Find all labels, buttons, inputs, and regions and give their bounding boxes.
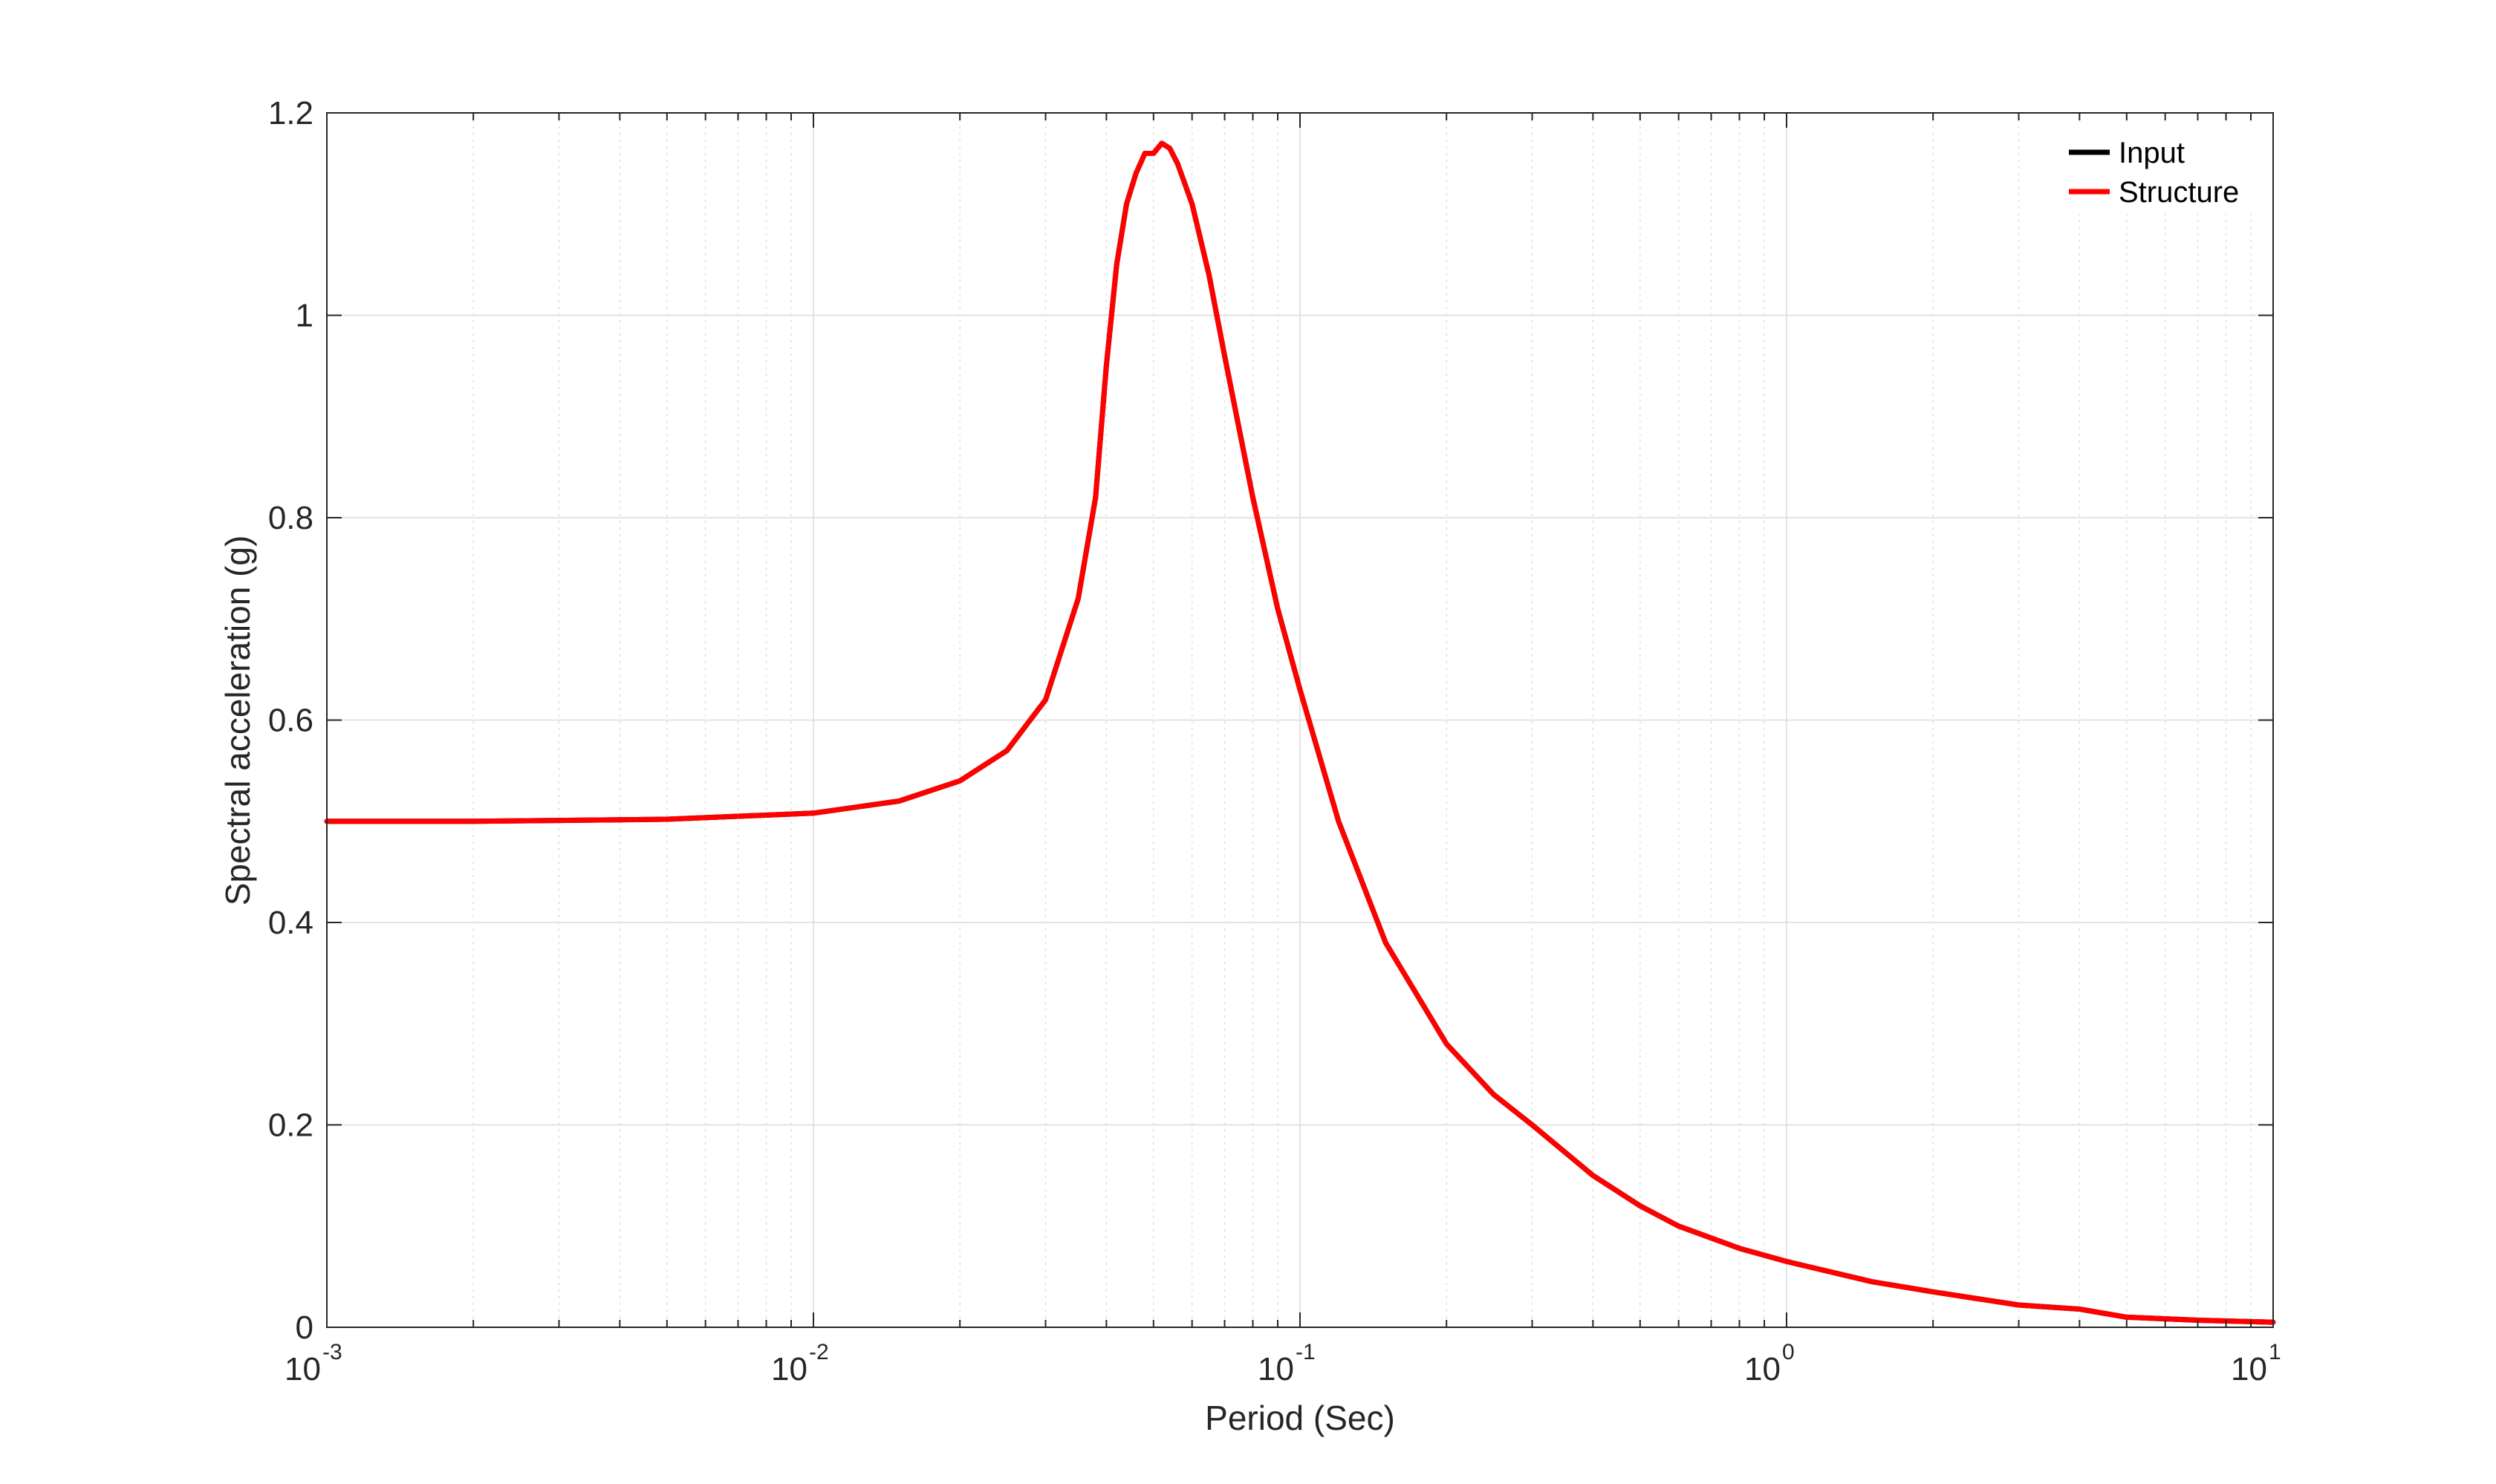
x-tick-base: 10 (2231, 1351, 2267, 1387)
x-tick-exponent: -2 (809, 1340, 829, 1364)
legend-items: Input Structure (2069, 137, 2239, 209)
y-tick-label: 0.2 (268, 1107, 313, 1144)
y-tick-label: 0.4 (268, 905, 313, 941)
y-tick-label: 1 (296, 298, 313, 334)
x-tick-label: 10 0 (1744, 1340, 1795, 1387)
y-tick-label: 0.6 (268, 703, 313, 739)
y-tick-label: 0 (296, 1309, 313, 1346)
x-tick-exponent: 0 (1782, 1340, 1795, 1364)
y-tick-label: 0.8 (268, 500, 313, 536)
series-line-structure (324, 140, 2276, 1325)
x-tick-label: 10 1 (2231, 1340, 2281, 1387)
legend-label-input: Input (2119, 137, 2185, 169)
x-axis-title: Period (Sec) (1205, 1399, 1395, 1437)
x-tick-label: 10 -1 (1258, 1340, 1316, 1387)
series-layer (324, 140, 2276, 1325)
legend-label-structure: Structure (2119, 176, 2239, 209)
plot-area (324, 112, 2276, 1328)
x-tick-base: 10 (771, 1351, 807, 1387)
x-tick-base: 10 (1744, 1351, 1781, 1387)
x-tick-label: 10 -3 (285, 1340, 342, 1387)
tick-marks (326, 112, 2274, 1328)
legend[interactable]: Input Structure (2050, 126, 2262, 214)
x-tick-base: 10 (1258, 1351, 1294, 1387)
y-axis-title: Spectral acceleration (g) (218, 536, 257, 906)
x-tick-base: 10 (285, 1351, 321, 1387)
x-tick-exponent: 1 (2269, 1340, 2281, 1364)
x-tick-exponent: -3 (322, 1340, 342, 1364)
y-tick-labels: 0 0.2 0.4 0.6 0.8 1 1.2 (268, 95, 313, 1346)
legend-box (2050, 126, 2262, 214)
x-tick-labels: 10 -3 10 -2 10 -1 10 0 10 1 (285, 1340, 2281, 1387)
x-tick-label: 10 -2 (771, 1340, 829, 1387)
y-tick-label: 1.2 (268, 95, 313, 131)
x-tick-exponent: -1 (1296, 1340, 1316, 1364)
major-gridlines (327, 113, 2273, 1327)
